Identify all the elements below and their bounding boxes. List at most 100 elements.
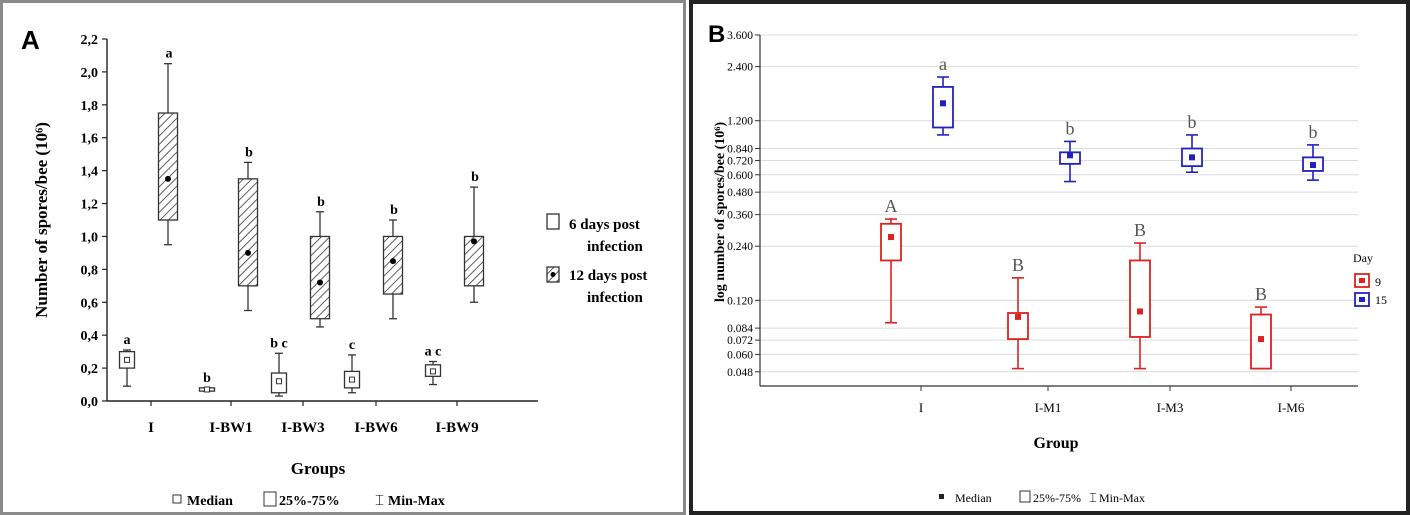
significance-letter: B [1012,255,1024,275]
x-tick-label: I-BW9 [435,420,478,436]
y-tick-label: 0.600 [727,170,753,182]
legend-label-12days-line2: infection [587,290,643,306]
median-marker [245,249,251,256]
footer-whisker-icon: ⌶ [375,493,384,509]
x-tick-label: I-M3 [1157,400,1184,415]
y-tick-label: 0.480 [727,187,753,199]
median-marker [349,376,355,383]
legend-swatch-12days-dot [550,272,556,277]
x-tick-label: I-M1 [1035,400,1062,415]
median-marker [1310,162,1316,169]
significance-letter: B [1134,220,1146,240]
legend-title: Day [1353,251,1373,265]
significance-letter: A [885,196,898,216]
y-tick-label: 0.120 [727,295,753,307]
legend-label-6days: 6 days post [569,217,640,233]
day12-box [157,112,179,221]
y-axis-title: log number of spores/bee (10⁶) [713,122,728,303]
y-tick-label: 1,6 [81,132,99,147]
y-tick-label: 2,0 [81,66,99,81]
significance-letter: b [203,371,211,386]
footer-box-icon [263,491,277,507]
day12-box [463,235,485,287]
y-axis-title: Number of spores/bee (10⁶) [32,122,51,318]
y-tick-label: 0.240 [727,241,753,253]
y-tick-label: 0.084 [727,323,753,335]
panel-label: A [21,25,40,55]
footer-median-label: Median [187,494,233,509]
y-tick-label: 2,2 [81,33,99,48]
day9-box [1007,312,1029,340]
x-tick-label: I-BW1 [209,420,252,436]
footer-median-icon [172,494,182,504]
significance-letter: b [245,145,253,160]
legend-label-6days-line2: infection [587,239,643,255]
significance-letter: c [349,338,355,353]
y-tick-label: 0.060 [727,349,753,361]
y-tick-label: 0,8 [81,263,99,278]
y-tick-label: 2.400 [727,62,753,74]
footer-whisker-label: Min-Max [1099,491,1145,505]
y-tick-label: 0,0 [81,395,99,410]
x-tick-label: I-BW6 [354,420,398,436]
footer-box-label: 25%-75% [1033,491,1081,505]
median-marker [204,386,210,393]
significance-letter: b [317,195,325,210]
panel-b: B 0.048 0.060 0.072 0.084 0.120 0.240 0.360 0.48… [689,0,1410,515]
chart-a-svg: A 0,0 0,2 0,4 0,6 0,8 1,0 1,2 1,4 1,6 1,8 2,0 2,2 I I-… [21,25,647,509]
day12-box [382,235,404,295]
median-marker [276,378,282,385]
day9-box [1129,259,1151,338]
significance-letter: b [471,170,479,185]
footer-median-label: Median [955,491,992,505]
median-marker [1137,308,1143,315]
panel-label: B [708,21,725,48]
y-tick-label: 1.200 [727,116,753,128]
median-marker [390,258,396,265]
y-tick-label: 0,4 [81,329,99,344]
y-tick-label: 0.840 [727,144,753,156]
median-marker [430,368,436,375]
median-marker [1189,154,1195,161]
significance-letter: a [939,54,947,74]
y-tick-label: 0.360 [727,210,753,222]
x-tick-label: I-BW3 [281,420,324,436]
legend-label-day9: 9 [1375,275,1381,289]
significance-letter: B [1255,284,1267,304]
y-tick-label: 0.072 [727,335,753,347]
y-tick-label: 0.720 [727,156,753,168]
day12-box [309,235,331,320]
x-axis-title: Group [1033,435,1078,452]
median-marker [1067,152,1073,159]
footer-box-icon [1019,490,1031,503]
legend-label-12days: 12 days post [569,268,647,284]
median-marker [940,100,946,107]
footer-whisker-label: Min-Max [388,494,445,509]
significance-letter: b [1066,118,1075,138]
footer-whisker-icon: ⌶ [1089,490,1097,505]
y-tick-label: 1,4 [81,165,99,180]
panel-a: A 0,0 0,2 0,4 0,6 0,8 1,0 1,2 1,4 1,6 1,8 2,0 2,2 I I-… [0,0,686,515]
day9-box [880,222,902,262]
median-marker [471,238,477,245]
legend-label-day15: 15 [1375,293,1387,307]
x-tick-label: I [148,420,154,436]
median-marker [165,175,171,182]
legend-swatch-6days [546,213,560,230]
significance-letter: a [166,47,173,62]
y-tick-label: 1,2 [81,198,99,213]
footer-box-label: 25%-75% [279,494,340,509]
y-tick-label: 0,6 [81,296,99,311]
median-marker [317,279,323,286]
x-tick-label: I [919,400,923,415]
y-tick-label: 0.048 [727,367,753,379]
median-marker [124,356,130,363]
y-tick-label: 1,0 [81,230,99,245]
day12-box [237,178,259,287]
significance-letter: b c [270,336,288,351]
y-tick-label: 3.600 [727,30,753,42]
x-axis-title: Groups [291,459,346,478]
legend-swatch-day9-dot [1359,278,1365,283]
y-tick-label: 1,8 [81,99,99,114]
